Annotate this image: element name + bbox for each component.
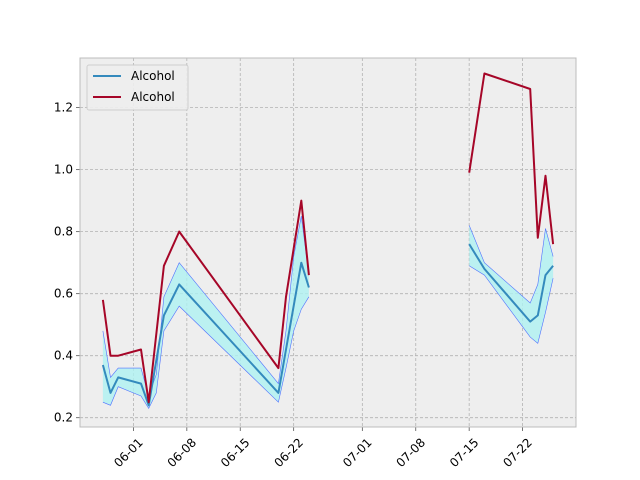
y-tick-label: 0.2 — [54, 411, 73, 425]
plot-frame — [79, 57, 577, 428]
series-lines — [101, 72, 555, 407]
y-tick-label: 0.6 — [54, 287, 73, 301]
band-area — [469, 225, 554, 344]
band-upper-edge — [468, 225, 554, 304]
x-tick-label: 07-22 — [500, 435, 535, 470]
legend: Alcohol Alcohol — [86, 64, 189, 111]
band-upper-edge — [102, 216, 310, 398]
x-tick-label: 07-01 — [340, 435, 375, 470]
grid-lines — [80, 58, 576, 427]
plot-background — [80, 58, 576, 427]
y-tick-label: 1.2 — [54, 101, 73, 115]
y-tick-label: 1.0 — [54, 163, 73, 177]
x-tick-label: 07-15 — [447, 435, 482, 470]
band-lower-edge — [102, 296, 310, 410]
series-line-1 — [468, 243, 554, 323]
x-axis-ticks: 06-01 06-08 06-15 06-22 07-01 07-08 07-15 07-22 — [111, 427, 535, 470]
y-tick-label: 0.4 — [54, 349, 73, 363]
legend-label: Alcohol — [131, 90, 175, 104]
series-line-1 — [101, 261, 310, 407]
y-tick-label: 0.8 — [54, 225, 73, 239]
legend-label: Alcohol — [131, 69, 175, 83]
x-tick-label: 06-22 — [271, 435, 306, 470]
series-line-2 — [468, 72, 555, 245]
x-tick-label: 06-08 — [165, 435, 200, 470]
series-line-2 — [101, 199, 310, 404]
y-axis-ticks: 0.2 0.4 0.6 0.8 1.0 1.2 — [54, 101, 80, 425]
x-tick-label: 07-08 — [394, 435, 429, 470]
x-tick-label: 06-01 — [111, 435, 146, 470]
band-lower-edge — [469, 265, 554, 344]
x-tick-label: 06-15 — [218, 435, 253, 470]
